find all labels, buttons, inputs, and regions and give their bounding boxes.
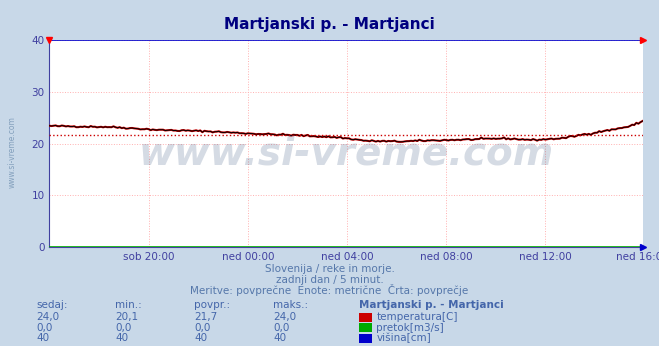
Text: 40: 40	[115, 333, 129, 343]
Text: višina[cm]: višina[cm]	[376, 333, 431, 343]
Text: Martjanski p. - Martjanci: Martjanski p. - Martjanci	[224, 17, 435, 33]
Text: www.si-vreme.com: www.si-vreme.com	[138, 135, 554, 173]
Text: maks.:: maks.:	[273, 300, 308, 310]
Text: povpr.:: povpr.:	[194, 300, 231, 310]
Text: 40: 40	[273, 333, 287, 343]
Text: 40: 40	[194, 333, 208, 343]
Text: 0,0: 0,0	[194, 323, 211, 333]
Text: 0,0: 0,0	[273, 323, 290, 333]
Text: min.:: min.:	[115, 300, 142, 310]
Text: 40: 40	[36, 333, 49, 343]
Text: pretok[m3/s]: pretok[m3/s]	[376, 323, 444, 333]
Text: 20,1: 20,1	[115, 312, 138, 322]
Text: Slovenija / reke in morje.: Slovenija / reke in morje.	[264, 264, 395, 274]
Text: www.si-vreme.com: www.si-vreme.com	[8, 116, 17, 188]
Text: Martjanski p. - Martjanci: Martjanski p. - Martjanci	[359, 300, 504, 310]
Text: 21,7: 21,7	[194, 312, 217, 322]
Text: zadnji dan / 5 minut.: zadnji dan / 5 minut.	[275, 275, 384, 284]
Text: 24,0: 24,0	[273, 312, 297, 322]
Text: Meritve: povprečne  Enote: metrične  Črta: povprečje: Meritve: povprečne Enote: metrične Črta:…	[190, 284, 469, 296]
Text: 0,0: 0,0	[36, 323, 53, 333]
Text: 24,0: 24,0	[36, 312, 59, 322]
Text: 0,0: 0,0	[115, 323, 132, 333]
Text: temperatura[C]: temperatura[C]	[376, 312, 458, 322]
Text: sedaj:: sedaj:	[36, 300, 68, 310]
